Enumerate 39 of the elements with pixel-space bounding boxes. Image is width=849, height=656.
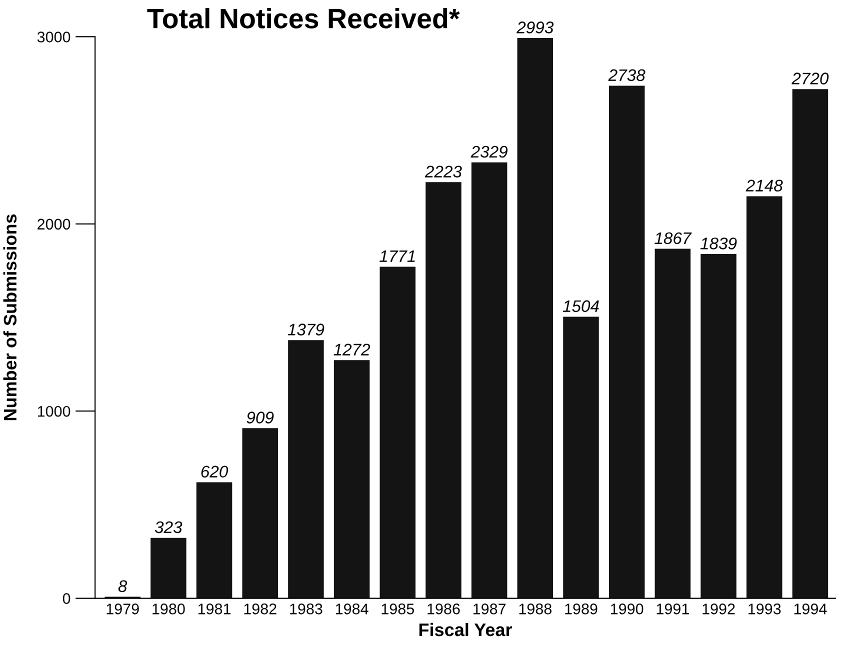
data-label: 8 (118, 580, 128, 592)
data-label: 909 (246, 412, 274, 424)
data-label: 620 (201, 466, 228, 478)
data-label: 1771 (380, 250, 415, 262)
data-label: 1504 (562, 300, 599, 312)
y-axis-title: Number of Submissions (3, 214, 17, 420)
data-label: 323 (154, 521, 182, 534)
y-tick-label: 3000 (37, 32, 70, 42)
y-tick-label: 0 (62, 593, 70, 604)
x-axis-title: Fiscal Year (419, 622, 512, 636)
data-label: 2720 (792, 72, 829, 84)
x-tick-label: 1982 (244, 604, 276, 614)
x-tick-label: 1988 (519, 604, 552, 614)
data-label: 2148 (746, 180, 783, 192)
y-tick-label: 1000 (38, 406, 70, 417)
chart-title: Total Notices Received* (147, 8, 460, 28)
data-label: 1272 (334, 344, 370, 356)
x-tick-label: 1994 (794, 604, 827, 614)
data-label: 2329 (470, 146, 508, 158)
x-tick-label: 1980 (152, 604, 185, 614)
x-tick-label: 1985 (382, 604, 414, 614)
x-tick-label: 1986 (428, 604, 460, 614)
x-tick-label: 1992 (702, 604, 735, 614)
x-tick-label: 1991 (656, 604, 689, 614)
data-label: 1839 (700, 238, 737, 250)
y-tick-label: 2000 (38, 218, 70, 230)
data-label: 2223 (424, 166, 462, 178)
data-label: 1867 (654, 232, 692, 244)
x-tick-label: 1993 (748, 604, 781, 614)
x-tick-label: 1989 (565, 604, 598, 614)
x-tick-label: 1979 (106, 604, 139, 614)
x-tick-label: 1984 (336, 604, 368, 614)
x-tick-label: 1990 (611, 604, 644, 614)
x-tick-label: 1981 (198, 604, 231, 614)
data-label: 1379 (288, 324, 324, 336)
x-tick-label: 1983 (290, 604, 322, 614)
x-tick-label: 1987 (473, 604, 506, 614)
data-label: 2738 (608, 69, 646, 82)
data-label: 2993 (516, 22, 554, 34)
